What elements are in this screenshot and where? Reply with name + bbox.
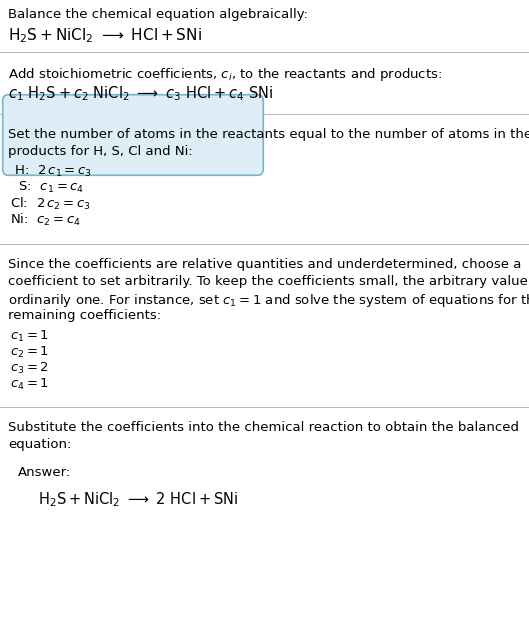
Text: ordinarily one. For instance, set $c_1 = 1$ and solve the system of equations fo: ordinarily one. For instance, set $c_1 =…	[8, 292, 529, 309]
Text: H:$\ \ 2\,c_1 = c_3$: H:$\ \ 2\,c_1 = c_3$	[10, 164, 92, 179]
Text: Answer:: Answer:	[18, 466, 71, 479]
Text: Add stoichiometric coefficients, $c_i$, to the reactants and products:: Add stoichiometric coefficients, $c_i$, …	[8, 66, 442, 83]
Text: products for H, S, Cl and Ni:: products for H, S, Cl and Ni:	[8, 145, 193, 158]
Text: Since the coefficients are relative quantities and underdetermined, choose a: Since the coefficients are relative quan…	[8, 258, 522, 271]
Text: Substitute the coefficients into the chemical reaction to obtain the balanced: Substitute the coefficients into the che…	[8, 421, 519, 434]
Text: Cl:$\ \ 2\,c_2 = c_3$: Cl:$\ \ 2\,c_2 = c_3$	[10, 196, 91, 212]
Text: $c_1 = 1$: $c_1 = 1$	[10, 329, 49, 344]
FancyBboxPatch shape	[3, 95, 263, 176]
Text: Set the number of atoms in the reactants equal to the number of atoms in the: Set the number of atoms in the reactants…	[8, 128, 529, 141]
Text: $c_2 = 1$: $c_2 = 1$	[10, 345, 49, 360]
Text: $c_3 = 2$: $c_3 = 2$	[10, 361, 49, 376]
Text: Ni:$\ \ c_2 = c_4$: Ni:$\ \ c_2 = c_4$	[10, 212, 81, 228]
Text: $c_4 = 1$: $c_4 = 1$	[10, 377, 49, 392]
Text: $\mathrm{H_2S + NiCl_2\ \longrightarrow\ 2\ HCl + SNi}$: $\mathrm{H_2S + NiCl_2\ \longrightarrow\…	[38, 490, 238, 508]
Text: coefficient to set arbitrarily. To keep the coefficients small, the arbitrary va: coefficient to set arbitrarily. To keep …	[8, 275, 529, 288]
Text: equation:: equation:	[8, 438, 71, 451]
Text: $c_1\ \mathrm{H_2S} + c_2\ \mathrm{NiCl_2}\ \longrightarrow\ c_3\ \mathrm{HCl} +: $c_1\ \mathrm{H_2S} + c_2\ \mathrm{NiCl_…	[8, 84, 273, 103]
Text: remaining coefficients:: remaining coefficients:	[8, 309, 161, 322]
Text: $\mathrm{H_2S + NiCl_2 \ \longrightarrow \ HCl + SNi}$: $\mathrm{H_2S + NiCl_2 \ \longrightarrow…	[8, 26, 202, 45]
Text: S:$\ \ c_1 = c_4$: S:$\ \ c_1 = c_4$	[10, 180, 84, 195]
Text: Balance the chemical equation algebraically:: Balance the chemical equation algebraica…	[8, 8, 308, 21]
